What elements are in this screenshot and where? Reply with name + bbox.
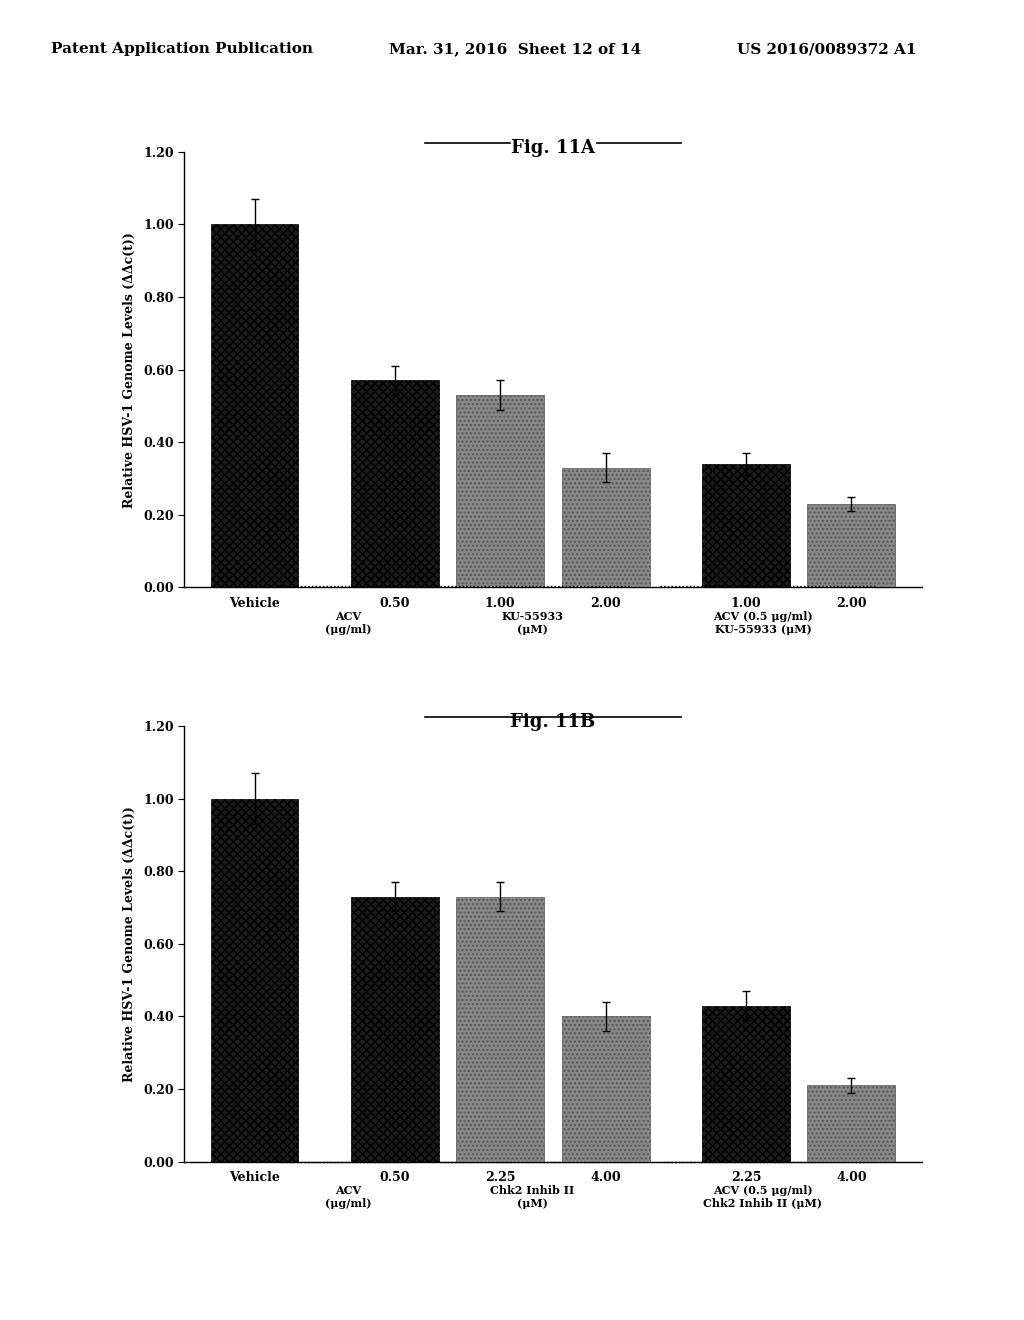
Text: ACV
(μg/ml): ACV (μg/ml) — [325, 611, 372, 635]
Bar — [457, 395, 544, 587]
Bar — [702, 463, 790, 587]
Text: Mar. 31, 2016  Sheet 12 of 14: Mar. 31, 2016 Sheet 12 of 14 — [389, 42, 641, 57]
Bar — [457, 896, 544, 1162]
Bar — [351, 380, 439, 587]
Text: ACV
(μg/ml): ACV (μg/ml) — [325, 1185, 372, 1209]
Bar — [808, 1085, 895, 1162]
Bar — [808, 504, 895, 587]
Bar — [211, 799, 298, 1162]
Bar — [351, 896, 439, 1162]
Bar — [562, 467, 649, 587]
Text: US 2016/0089372 A1: US 2016/0089372 A1 — [737, 42, 916, 57]
Y-axis label: Relative HSV-1 Genome Levels (ΔΔc(t)): Relative HSV-1 Genome Levels (ΔΔc(t)) — [123, 232, 136, 507]
Y-axis label: Relative HSV-1 Genome Levels (ΔΔc(t)): Relative HSV-1 Genome Levels (ΔΔc(t)) — [123, 807, 136, 1081]
Bar — [562, 1016, 649, 1162]
Text: KU-55933
(μM): KU-55933 (μM) — [502, 611, 563, 635]
Bar — [211, 224, 298, 587]
Text: Patent Application Publication: Patent Application Publication — [51, 42, 313, 57]
Text: Fig. 11B: Fig. 11B — [510, 713, 596, 731]
Text: ACV (0.5 μg/ml)
Chk2 Inhib II (μM): ACV (0.5 μg/ml) Chk2 Inhib II (μM) — [703, 1185, 822, 1209]
Text: Chk2 Inhib II
(μM): Chk2 Inhib II (μM) — [490, 1185, 574, 1209]
Text: ACV (0.5 μg/ml)
KU-55933 (μM): ACV (0.5 μg/ml) KU-55933 (μM) — [713, 611, 813, 635]
Text: Fig. 11A: Fig. 11A — [511, 139, 595, 157]
Bar — [702, 1006, 790, 1162]
